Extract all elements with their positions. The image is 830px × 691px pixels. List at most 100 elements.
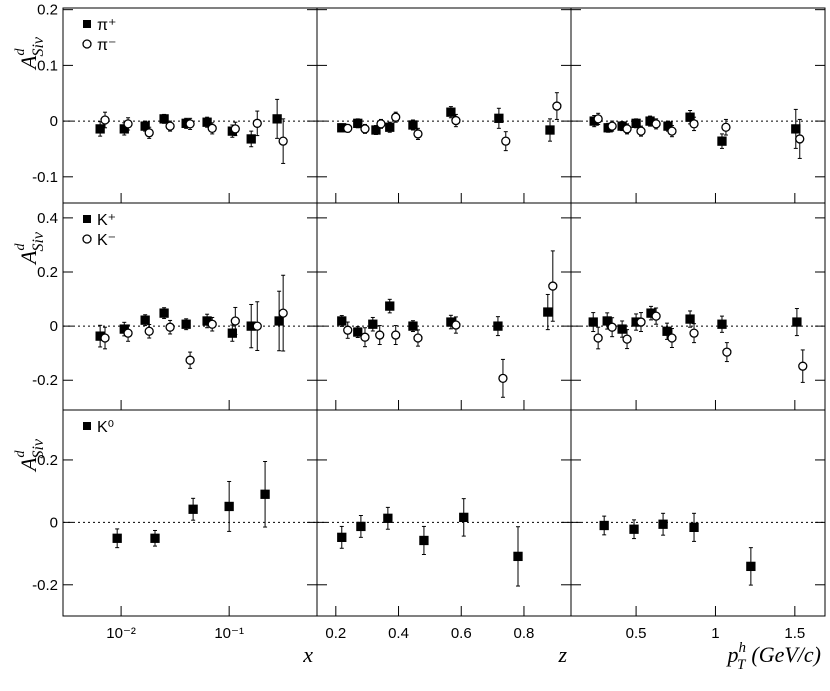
data-point (413, 333, 423, 343)
y-tick-label: 0 (50, 514, 58, 531)
x-tick-label: 0.8 (514, 625, 535, 642)
data-point (376, 119, 386, 129)
y-tick-label: 0 (50, 113, 58, 130)
x-tick-label: 10⁻² (106, 625, 136, 642)
data-point (165, 121, 175, 131)
data-point (548, 281, 558, 291)
x-tick-label: 1 (711, 625, 719, 642)
data-point (667, 126, 677, 136)
data-point (385, 122, 395, 132)
data-point (631, 118, 641, 128)
data-point (272, 114, 282, 124)
data-point (337, 316, 347, 326)
data-point (185, 119, 195, 129)
x-axis-title: ph T (GeV/c) (726, 640, 821, 673)
panel-frame (316, 409, 572, 617)
data-point (274, 316, 284, 326)
data-point (207, 319, 217, 329)
y-title-base: A (16, 55, 41, 71)
data-point (545, 125, 555, 135)
data-point (717, 319, 727, 329)
y-title-sup: d (13, 450, 28, 458)
data-point (543, 307, 553, 317)
data-point (798, 361, 808, 371)
data-point (246, 134, 256, 144)
data-point (593, 333, 603, 343)
data-point (413, 129, 423, 139)
y-tick-label: 0.2 (37, 452, 58, 469)
y-tick-label: 0.2 (37, 264, 58, 281)
x-title-sub: T (737, 657, 747, 673)
legend-marker (82, 39, 92, 49)
data-point (622, 124, 632, 134)
y-tick-label: -0.1 (32, 169, 58, 186)
data-point (123, 119, 133, 129)
y-tick-label: 0.4 (37, 210, 58, 227)
legend-label: K⁻ (97, 232, 116, 249)
data-point (513, 551, 523, 562)
data-point (636, 317, 646, 327)
y-title-base: A (16, 250, 41, 266)
data-point (150, 533, 160, 543)
legend-marker (83, 422, 91, 430)
data-point (599, 520, 609, 531)
panel-frame (570, 7, 826, 204)
y-axis-title: Ad Siv (13, 36, 47, 71)
data-point (391, 112, 401, 122)
data-point (230, 316, 240, 326)
data-point (343, 123, 353, 133)
data-point (746, 561, 756, 572)
panel-frame (570, 202, 826, 411)
data-point (622, 334, 632, 344)
data-point (408, 321, 418, 331)
data-point (552, 101, 562, 111)
data-point (792, 317, 802, 327)
data-point (451, 115, 461, 126)
data-point (602, 316, 612, 326)
data-point (419, 535, 429, 546)
x-title-sup: h (739, 640, 747, 656)
data-point (636, 126, 646, 136)
y-title-sub: Siv (30, 438, 47, 458)
legend-label: K⁺ (97, 212, 116, 229)
data-point (717, 136, 727, 146)
data-point (252, 321, 262, 331)
data-point (689, 119, 699, 129)
data-point (722, 347, 732, 357)
data-point (383, 513, 393, 523)
data-point (123, 328, 133, 338)
data-point (689, 522, 699, 533)
data-point (651, 311, 661, 321)
data-point (658, 519, 668, 529)
data-point (202, 117, 212, 127)
data-point (95, 124, 105, 134)
data-point (227, 328, 237, 338)
x-tick-label: 0.2 (325, 625, 346, 642)
x-title-base: x (302, 642, 313, 667)
data-point (144, 128, 154, 138)
data-point (459, 512, 469, 523)
data-point (501, 136, 511, 146)
y-title-sup: d (13, 243, 28, 251)
data-point (188, 504, 198, 514)
data-point (446, 107, 456, 117)
data-point (498, 373, 508, 383)
data-point (165, 322, 175, 332)
data-point (140, 121, 150, 131)
data-point (629, 524, 639, 534)
data-point (689, 328, 699, 338)
data-point (140, 315, 150, 325)
data-point (181, 319, 191, 329)
x-title-unit: (GeV/c) (751, 642, 821, 667)
data-point (607, 322, 617, 332)
y-title-sub: Siv (30, 231, 47, 251)
data-point (494, 113, 504, 123)
x-tick-label: 0.4 (388, 625, 409, 642)
data-point (493, 321, 503, 331)
data-point (385, 301, 395, 311)
data-point (144, 326, 154, 336)
y-axis-title: Ad Siv (13, 438, 47, 473)
data-point (260, 489, 270, 499)
y-tick-label: 0.1 (37, 57, 58, 74)
data-point (795, 134, 805, 144)
